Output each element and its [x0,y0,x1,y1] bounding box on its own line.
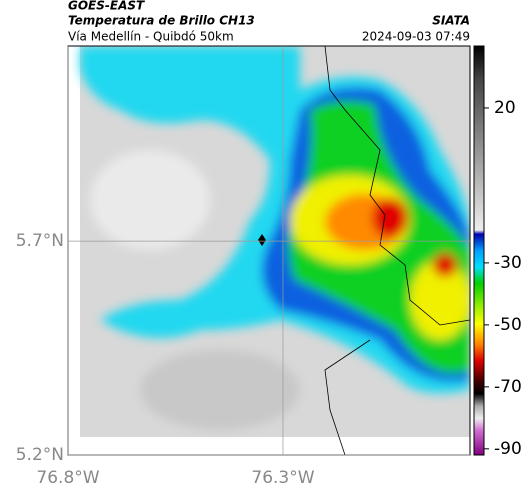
colorbar-tick-label: -50 [494,315,522,335]
x-tick-label: 76.3°W [251,468,314,488]
satellite-image [68,46,470,455]
colorbar [473,45,485,456]
y-tick-label: 5.2°N [16,445,64,465]
datetime: 2024-09-03 07:49 [362,30,470,44]
y-tick-label: 5.7°N [16,231,64,251]
colorbar-tick-label: 20 [494,98,516,118]
source: GOES-EAST [68,0,145,13]
agency: SIATA [432,14,470,28]
product: Temperatura de Brillo CH13 [68,14,255,28]
colorbar-tick-label: -90 [494,439,522,459]
colorbar-tick-label: -30 [494,253,522,273]
x-tick-label: 76.8°W [36,468,99,488]
colorbar-tick-label: -70 [494,377,522,397]
region: Vía Medellín - Quibdó 50km [68,30,234,44]
